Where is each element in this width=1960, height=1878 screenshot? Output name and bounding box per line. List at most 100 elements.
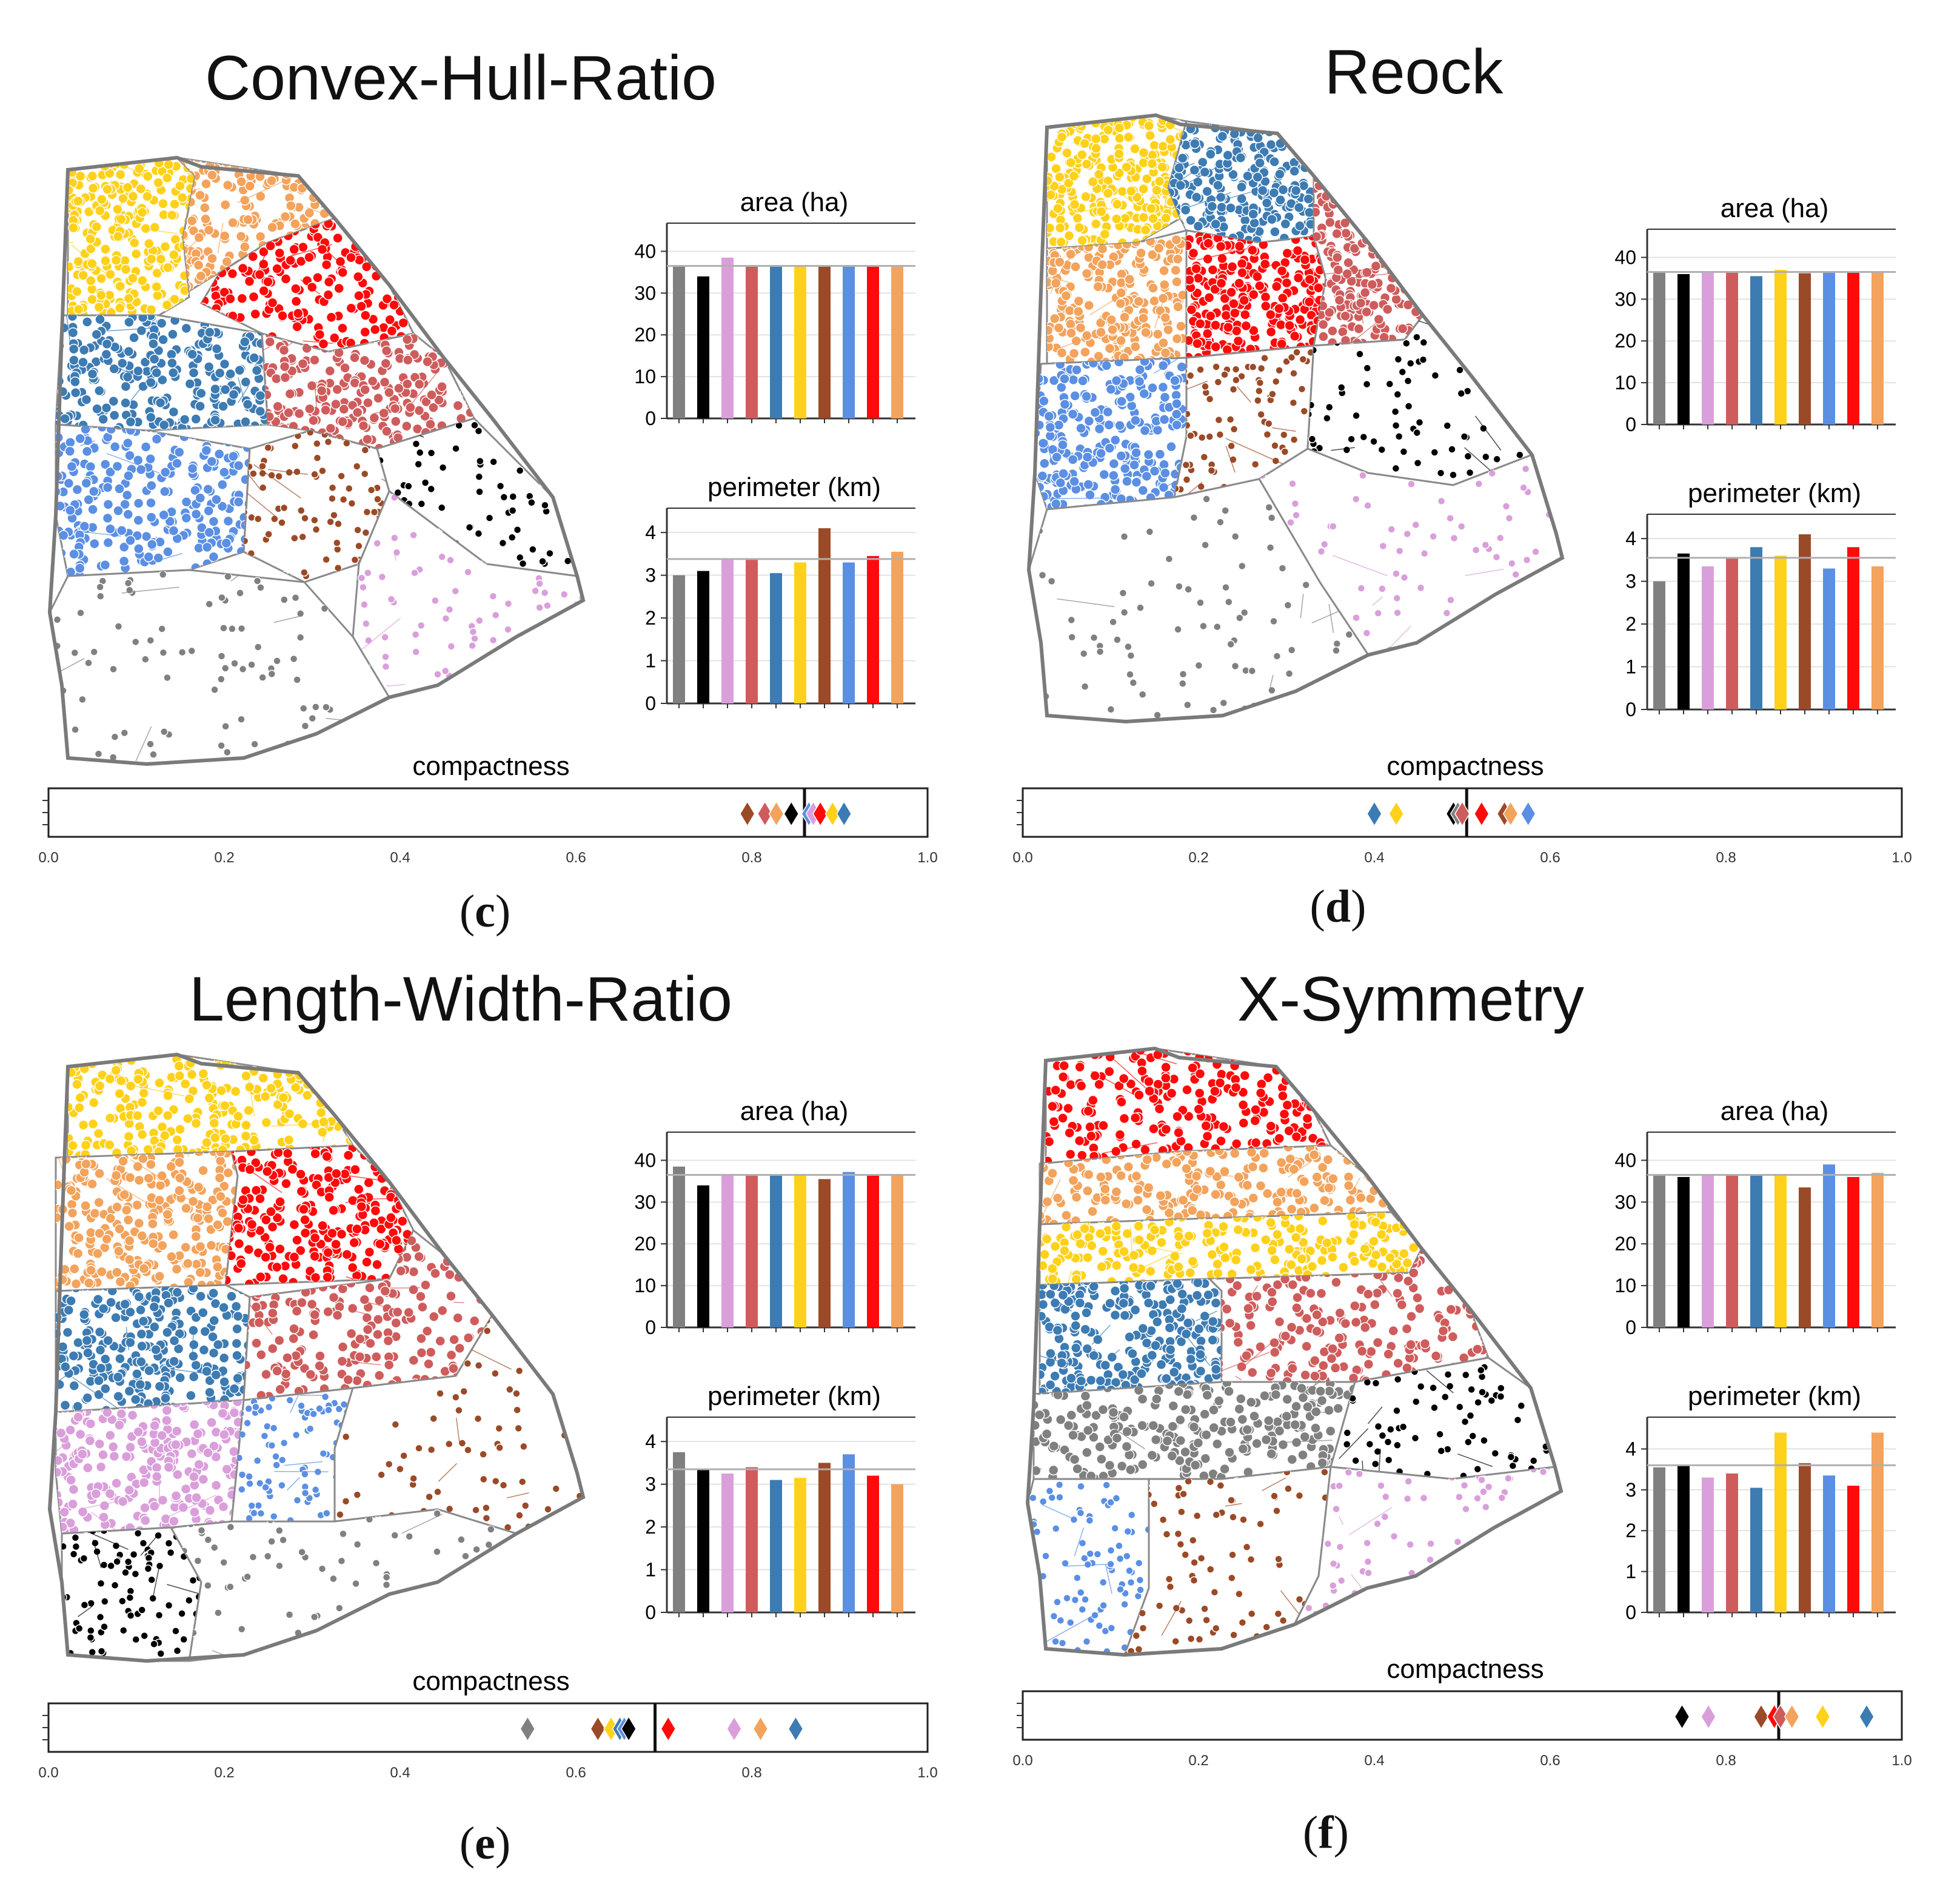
parcel-dot <box>305 1056 316 1068</box>
parcel-dot <box>1240 608 1249 617</box>
parcel-dot <box>1141 471 1152 482</box>
parcel-dot <box>159 1130 170 1141</box>
parcel-dot <box>1474 480 1483 488</box>
parcel-dot <box>174 1185 185 1196</box>
bar-gold <box>1774 555 1787 709</box>
parcel-dot <box>149 750 158 759</box>
parcel-dot <box>72 484 83 495</box>
parcel-dot <box>304 207 315 219</box>
parcel-dot <box>1115 451 1127 461</box>
parcel-dot <box>1268 686 1276 695</box>
parcel-dot <box>145 412 156 423</box>
parcel-dot <box>1300 125 1311 136</box>
parcel-dot <box>1386 212 1397 223</box>
parcel-dot <box>70 387 81 398</box>
parcel-dot <box>394 250 406 261</box>
parcel-boundary <box>141 228 178 234</box>
parcel-dot <box>1186 274 1195 286</box>
x-tick-label: 0.6 <box>566 850 586 866</box>
parcel-dot <box>1403 529 1412 538</box>
parcel-dot <box>242 214 253 226</box>
parcel-dot <box>70 648 79 657</box>
y-tick-label: 2 <box>645 607 656 629</box>
parcel-dot <box>1119 463 1131 474</box>
map-region-steel <box>55 314 269 432</box>
parcel-dot <box>1335 189 1346 200</box>
parcel-dot <box>87 1118 99 1130</box>
parcel-dot <box>1287 646 1296 654</box>
parcel-dot <box>1171 234 1182 246</box>
map-region-steel <box>1167 120 1315 244</box>
parcel-dot <box>212 1261 223 1273</box>
parcel-dot <box>1396 194 1407 206</box>
parcel-dot <box>1412 289 1423 300</box>
parcel-dot <box>1274 169 1285 179</box>
parcel-dot <box>261 1214 272 1226</box>
parcel-dot <box>272 263 283 274</box>
parcel-dot <box>1336 680 1345 689</box>
district-map <box>47 1052 586 1663</box>
parcel-dot <box>208 551 219 562</box>
parcel-dot <box>1508 613 1516 622</box>
parcel-dot <box>1531 548 1540 556</box>
parcel-dot <box>137 275 148 286</box>
parcel-dot <box>258 285 269 297</box>
parcel-dot <box>1212 363 1220 371</box>
y-tick-label: 3 <box>1625 571 1636 592</box>
parcel-dot <box>404 236 413 247</box>
parcel-dot <box>1340 193 1351 205</box>
parcel-dot <box>1280 431 1288 439</box>
parcel-dot <box>330 511 338 520</box>
parcel-dot <box>290 218 301 229</box>
parcel-dot <box>1383 203 1394 215</box>
parcel-dot <box>363 508 372 517</box>
parcel-dot <box>270 515 279 523</box>
parcel-dot <box>1080 115 1092 122</box>
parcel-boundary <box>195 498 202 503</box>
parcel-dot <box>1146 158 1158 169</box>
parcel-dot <box>258 1073 269 1084</box>
map-region-gray <box>48 569 391 765</box>
parcel-dot <box>1234 241 1245 252</box>
parcel-dot <box>1177 153 1188 164</box>
parcel-dot <box>137 315 149 323</box>
parcel-dot <box>1393 241 1405 252</box>
parcel-dot <box>290 534 299 543</box>
parcel-dot <box>236 432 248 444</box>
parcel-dot <box>136 207 148 218</box>
parcel-dot <box>1221 506 1229 515</box>
parcel-dot <box>303 163 313 174</box>
parcel-dot <box>1265 503 1274 512</box>
y-tick-label: 3 <box>645 565 656 586</box>
parcel-dot <box>162 262 173 273</box>
parcel-dot <box>1290 185 1302 196</box>
parcel-dot <box>1240 309 1251 320</box>
parcel-dot <box>227 268 238 280</box>
parcel-dot <box>324 366 336 377</box>
parcel-boundary <box>142 552 183 566</box>
parcel-dot <box>241 1119 252 1131</box>
parcel-dot <box>104 1139 115 1150</box>
parcel-dot <box>249 1135 259 1146</box>
bar-steel <box>770 573 782 703</box>
parcel-dot <box>267 222 278 233</box>
parcel-dot <box>1395 546 1404 555</box>
parcel-dot <box>1091 143 1102 154</box>
parcel-boundary <box>273 615 303 623</box>
parcel-dot <box>1356 192 1368 204</box>
parcel-dot <box>1409 257 1420 269</box>
parcel-dot <box>323 730 332 739</box>
parcel-boundary <box>1065 251 1080 263</box>
parcel-dot <box>217 675 226 683</box>
parcel-dot <box>145 453 156 464</box>
y-tick-label: 1 <box>645 650 656 672</box>
parcel-dot <box>339 363 350 374</box>
parcel-dot <box>193 1181 204 1193</box>
parcel-dot <box>1140 224 1151 236</box>
parcel-dot <box>167 367 179 378</box>
parcel-dot <box>172 1134 183 1145</box>
x-tick-label: 0.4 <box>1364 850 1384 866</box>
parcel-dot <box>1493 455 1501 463</box>
parcel-dot <box>1266 213 1277 225</box>
bar-orange <box>1871 566 1884 709</box>
